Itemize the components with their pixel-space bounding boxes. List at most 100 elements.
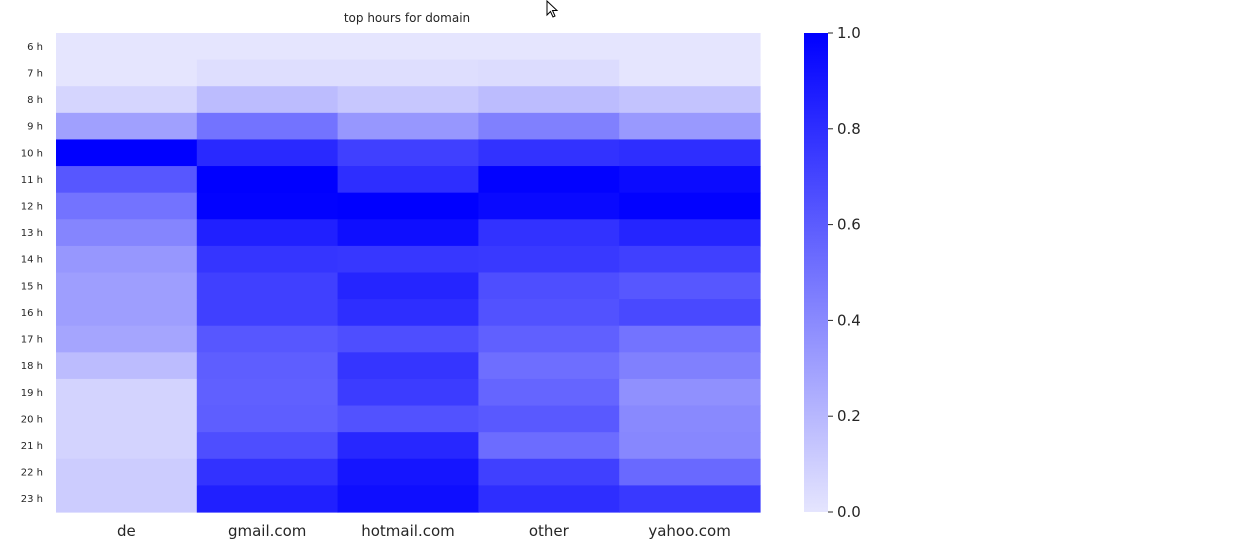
heatmap-cell: [478, 352, 620, 380]
heatmap-cell: [56, 112, 198, 141]
heatmap-cell: [619, 272, 761, 300]
y-tick-label: 23 h: [21, 494, 43, 505]
y-tick-label: 20 h: [21, 414, 43, 425]
heatmap-cell: [56, 458, 198, 486]
y-tick-label: 14 h: [21, 255, 43, 266]
x-tick-label: other: [529, 522, 570, 540]
y-tick-label: 22 h: [21, 468, 43, 479]
heatmap-cell: [56, 325, 198, 353]
y-tick-label: 10 h: [21, 148, 43, 159]
heatmap-cells: [56, 33, 761, 513]
heatmap-cell: [196, 325, 339, 353]
heatmap-cell: [196, 219, 339, 247]
y-tick-label: 7 h: [27, 68, 43, 79]
colorbar: [804, 33, 828, 512]
colorbar-tick-label: 1.0: [837, 24, 861, 42]
y-tick-label: 16 h: [21, 308, 43, 319]
heatmap-cell: [337, 432, 479, 460]
heatmap-cell: [56, 485, 198, 513]
heatmap-cell: [196, 192, 339, 220]
heatmap-cell: [337, 325, 479, 353]
heatmap-cell: [196, 432, 339, 460]
y-tick-label: 9 h: [27, 122, 43, 133]
heatmap-cell: [337, 86, 479, 114]
y-tick-labels: 6 h 7 h 8 h 9 h 10 h 11 h 12 h 13 h 14 h 15 h 16 h…: [21, 42, 43, 505]
heatmap-cell: [337, 299, 479, 327]
y-tick-label: 18 h: [21, 361, 43, 372]
colorbar-ticks: 0.0 0.2 0.4 0.6 0.8 1.0: [828, 24, 861, 521]
x-tick-label: yahoo.com: [648, 522, 730, 540]
heatmap-cell: [196, 245, 339, 274]
heatmap-cell: [56, 219, 198, 247]
x-tick-label: gmail.com: [228, 522, 306, 540]
heatmap-cell: [478, 86, 620, 114]
mouse-cursor-icon: [546, 0, 559, 18]
heatmap-cell: [196, 352, 339, 380]
heatmap-cell: [196, 405, 339, 433]
heatmap-cell: [619, 245, 761, 274]
y-tick-label: 21 h: [21, 441, 43, 452]
heatmap-cell: [56, 166, 198, 194]
heatmap-cell: [337, 272, 479, 300]
y-tick-label: 12 h: [21, 201, 43, 212]
heatmap-cell: [478, 299, 620, 327]
colorbar-tick-label: 0.8: [837, 120, 861, 138]
heatmap-cell: [619, 378, 761, 407]
heatmap-cell: [56, 59, 198, 87]
heatmap-cell: [196, 272, 339, 300]
heatmap-cell: [196, 485, 339, 513]
heatmap-cell: [196, 59, 339, 87]
heatmap-cell: [619, 325, 761, 353]
heatmap-cell: [619, 299, 761, 327]
y-tick-label: 8 h: [27, 95, 43, 106]
y-tick-label: 19 h: [21, 388, 43, 399]
x-tick-label: hotmail.com: [361, 522, 455, 540]
heatmap-cell: [337, 245, 479, 274]
heatmap-cell: [337, 458, 479, 486]
heatmap-cell: [337, 166, 479, 194]
heatmap-cell: [337, 59, 479, 87]
heatmap-cell: [478, 166, 620, 194]
heatmap-cell: [196, 166, 339, 194]
heatmap-cell: [337, 405, 479, 433]
heatmap-cell: [56, 405, 198, 433]
heatmap-cell: [337, 219, 479, 247]
heatmap-cell: [478, 378, 620, 407]
heatmap-cell: [196, 33, 339, 61]
heatmap-cell: [478, 432, 620, 460]
heatmap-cell: [619, 458, 761, 486]
heatmap-cell: [56, 272, 198, 300]
heatmap-cell: [619, 432, 761, 460]
heatmap-cell: [478, 59, 620, 87]
y-tick-label: 13 h: [21, 228, 43, 239]
y-tick-label: 6 h: [27, 42, 43, 53]
chart-title: top hours for domain: [344, 11, 470, 25]
heatmap-cell: [337, 192, 479, 220]
heatmap-cell: [619, 352, 761, 380]
heatmap-cell: [337, 378, 479, 407]
colorbar-tick-label: 0.6: [837, 216, 861, 234]
heatmap-cell: [478, 245, 620, 274]
heatmap-cell: [56, 86, 198, 114]
heatmap-cell: [196, 112, 339, 141]
y-tick-label: 15 h: [21, 281, 43, 292]
heatmap-cell: [619, 485, 761, 513]
heatmap-cell: [337, 485, 479, 513]
colorbar-tick-label: 0.0: [837, 503, 861, 521]
heatmap-cell: [337, 352, 479, 380]
heatmap-cell: [619, 166, 761, 194]
heatmap-cell: [478, 485, 620, 513]
x-tick-label: de: [117, 522, 136, 540]
heatmap-cell: [196, 86, 339, 114]
heatmap-cell: [478, 192, 620, 220]
heatmap-cell: [196, 299, 339, 327]
y-tick-label: 11 h: [21, 175, 43, 186]
heatmap-cell: [619, 59, 761, 87]
heatmap-cell: [619, 192, 761, 220]
heatmap-cell: [619, 112, 761, 141]
heatmap-cell: [56, 352, 198, 380]
heatmap-cell: [196, 139, 339, 167]
heatmap-cell: [478, 139, 620, 167]
heatmap-cell: [478, 33, 620, 61]
